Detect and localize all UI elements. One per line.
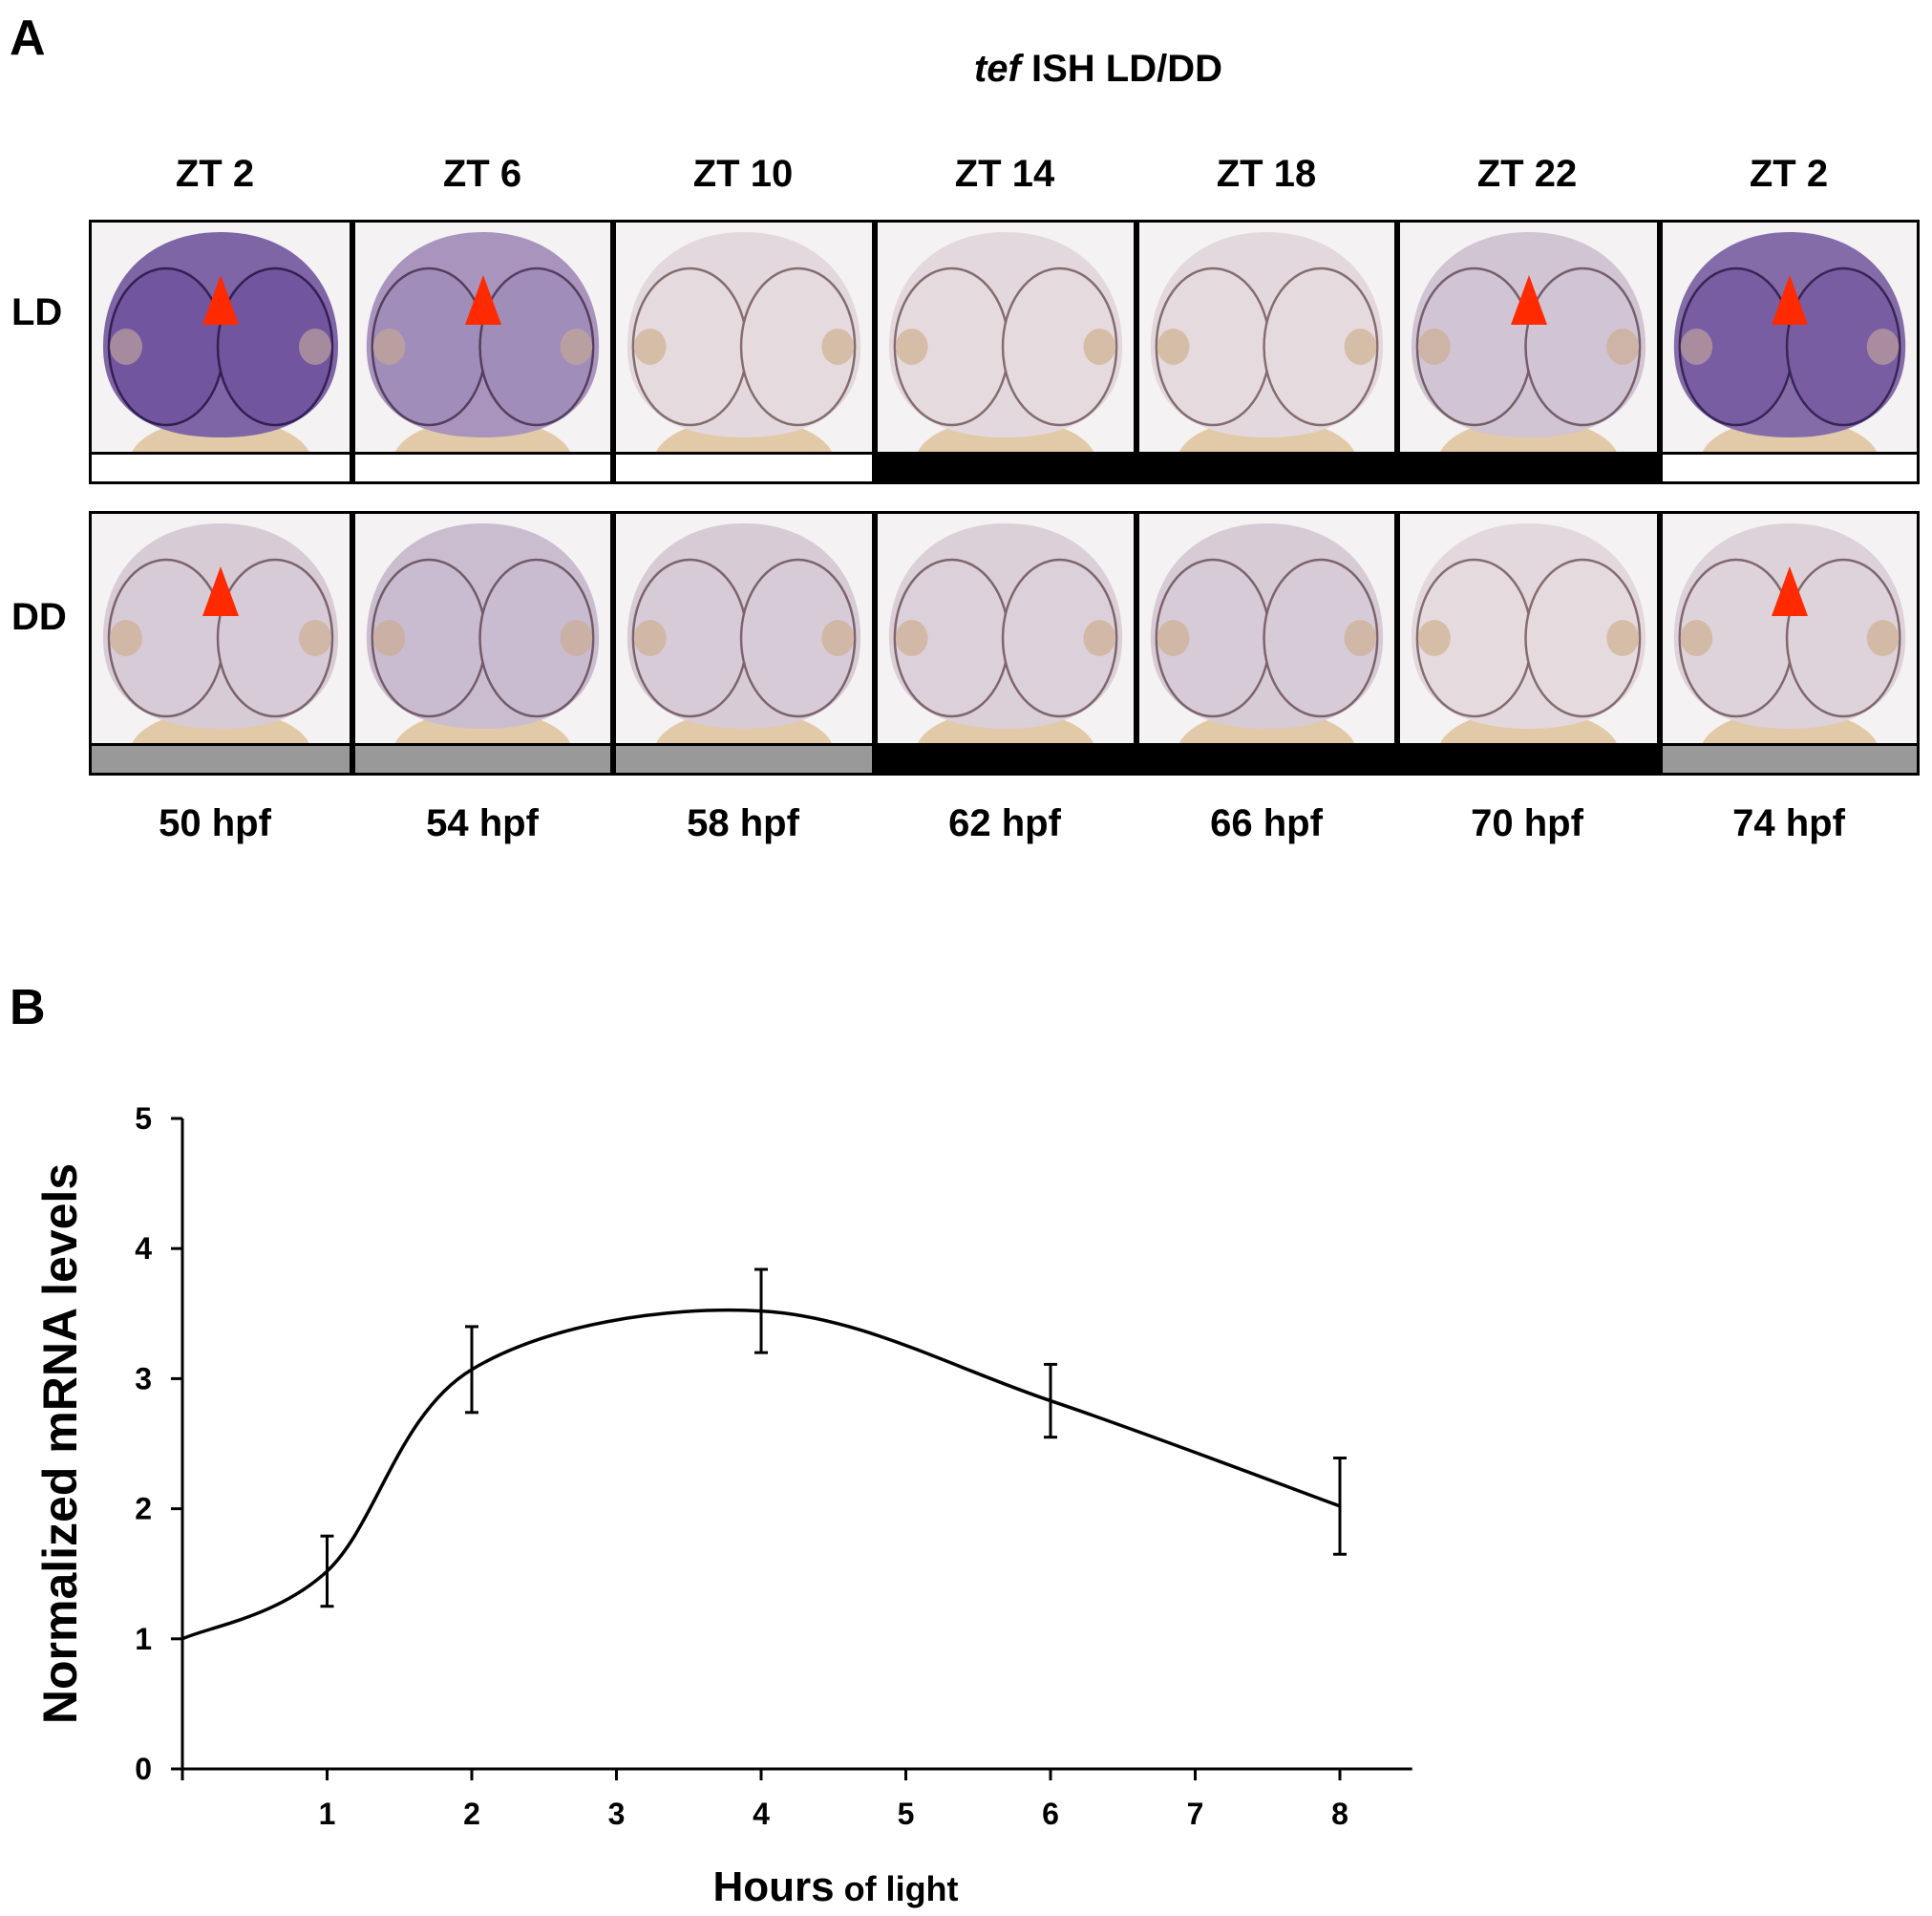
hpf-label: 54 hpf bbox=[426, 802, 539, 844]
light-condition-bar bbox=[1660, 452, 1920, 484]
hpf-label: 62 hpf bbox=[948, 802, 1061, 844]
timepoint-label: ZT 2 bbox=[175, 153, 255, 195]
zebrafish-head-image bbox=[1136, 220, 1397, 455]
zebrafish-head-image bbox=[89, 220, 352, 455]
row-label-dd: DD bbox=[11, 596, 67, 638]
zebrafish-head-image bbox=[1397, 220, 1660, 455]
timepoint-label: ZT 18 bbox=[1216, 153, 1317, 195]
timepoint-label: ZT 22 bbox=[1476, 153, 1578, 195]
x-tick-label: 2 bbox=[463, 1797, 480, 1831]
series-line bbox=[181, 1308, 1341, 1641]
zebrafish-head-image bbox=[875, 220, 1136, 455]
zebrafish-head-image bbox=[89, 511, 352, 746]
timepoint-label: ZT 2 bbox=[1749, 153, 1829, 195]
y-tick-label: 1 bbox=[135, 1622, 152, 1656]
zebrafish-head-image bbox=[1397, 511, 1660, 746]
hpf-label: 50 hpf bbox=[159, 802, 271, 844]
x-tick-label: 7 bbox=[1187, 1797, 1204, 1831]
x-tick-label: 6 bbox=[1042, 1797, 1059, 1831]
zebrafish-head-image bbox=[352, 220, 613, 455]
zebrafish-head-image bbox=[613, 511, 875, 746]
panel-a-title: tef ISH LD/DD bbox=[907, 48, 1289, 91]
x-tick-label: 4 bbox=[753, 1797, 770, 1831]
y-tick-label: 2 bbox=[135, 1492, 152, 1526]
pineal-arrowhead-icon bbox=[202, 275, 239, 325]
hpf-label: 66 hpf bbox=[1210, 802, 1323, 844]
light-condition-bar bbox=[352, 452, 613, 484]
zebrafish-head-image bbox=[613, 220, 875, 455]
light-condition-bar bbox=[875, 452, 1136, 484]
light-condition-bar bbox=[613, 743, 875, 776]
zebrafish-head-image bbox=[875, 511, 1136, 746]
timepoint-label: ZT 10 bbox=[692, 153, 794, 195]
pineal-arrowhead-icon bbox=[1510, 275, 1547, 325]
zebrafish-head-image bbox=[1660, 220, 1920, 455]
x-tick-label: 3 bbox=[608, 1797, 626, 1831]
x-tick-label: 1 bbox=[319, 1797, 336, 1831]
light-condition-bar bbox=[1397, 452, 1660, 484]
zebrafish-head-image bbox=[352, 511, 613, 746]
x-tick-label: 5 bbox=[898, 1797, 915, 1831]
y-tick-label: 0 bbox=[135, 1752, 152, 1786]
hpf-label: 70 hpf bbox=[1471, 802, 1583, 844]
timepoint-label: ZT 14 bbox=[954, 153, 1055, 195]
panel-b-label: B bbox=[10, 980, 46, 1035]
row-label-ld: LD bbox=[11, 291, 63, 333]
y-tick-label: 4 bbox=[135, 1231, 152, 1266]
zebrafish-head-image bbox=[1660, 511, 1920, 746]
hpf-label: 58 hpf bbox=[687, 802, 799, 844]
zebrafish-head-image bbox=[1136, 511, 1397, 746]
light-condition-bar bbox=[1136, 743, 1397, 776]
timepoint-label: ZT 6 bbox=[442, 153, 522, 195]
y-tick-label: 5 bbox=[135, 1101, 152, 1136]
light-condition-bar bbox=[613, 452, 875, 484]
pineal-arrowhead-icon bbox=[464, 275, 501, 325]
gene-name: tef bbox=[973, 48, 1021, 90]
y-axis-label: Normalized mRNA levels bbox=[33, 1163, 87, 1724]
x-axis-label: Hours of light bbox=[712, 1863, 958, 1910]
title-rest: ISH LD/DD bbox=[1020, 48, 1222, 90]
pineal-arrowhead-icon bbox=[202, 566, 239, 616]
pineal-arrowhead-icon bbox=[1772, 566, 1808, 616]
light-condition-bar bbox=[1397, 743, 1660, 776]
light-condition-bar bbox=[352, 743, 613, 776]
y-tick-label: 3 bbox=[135, 1361, 152, 1395]
light-condition-bar bbox=[89, 452, 352, 484]
pineal-arrowhead-icon bbox=[1772, 275, 1808, 325]
light-condition-bar bbox=[1136, 452, 1397, 484]
light-condition-bar bbox=[875, 743, 1136, 776]
x-tick-label: 8 bbox=[1331, 1797, 1348, 1831]
light-condition-bar bbox=[89, 743, 352, 776]
light-condition-bar bbox=[1660, 743, 1920, 776]
hpf-label: 74 hpf bbox=[1732, 802, 1845, 844]
panel-a-label: A bbox=[10, 11, 46, 66]
